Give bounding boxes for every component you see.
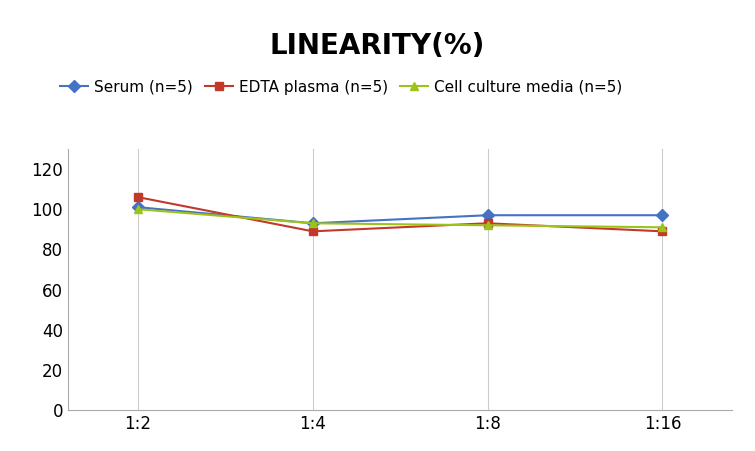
EDTA plasma (n=5) xyxy=(483,221,492,226)
Serum (n=5) xyxy=(308,221,317,226)
Cell culture media (n=5) xyxy=(134,207,143,212)
Line: Serum (n=5): Serum (n=5) xyxy=(134,203,667,227)
Cell culture media (n=5) xyxy=(658,225,667,230)
EDTA plasma (n=5) xyxy=(134,194,143,200)
Cell culture media (n=5) xyxy=(308,221,317,226)
Serum (n=5) xyxy=(658,212,667,218)
Line: Cell culture media (n=5): Cell culture media (n=5) xyxy=(134,205,667,231)
Text: LINEARITY(%): LINEARITY(%) xyxy=(270,32,485,60)
Legend: Serum (n=5), EDTA plasma (n=5), Cell culture media (n=5): Serum (n=5), EDTA plasma (n=5), Cell cul… xyxy=(60,80,622,95)
EDTA plasma (n=5) xyxy=(308,229,317,234)
Serum (n=5) xyxy=(134,204,143,210)
Cell culture media (n=5) xyxy=(483,223,492,228)
EDTA plasma (n=5) xyxy=(658,229,667,234)
Serum (n=5) xyxy=(483,212,492,218)
Line: EDTA plasma (n=5): EDTA plasma (n=5) xyxy=(134,193,667,235)
